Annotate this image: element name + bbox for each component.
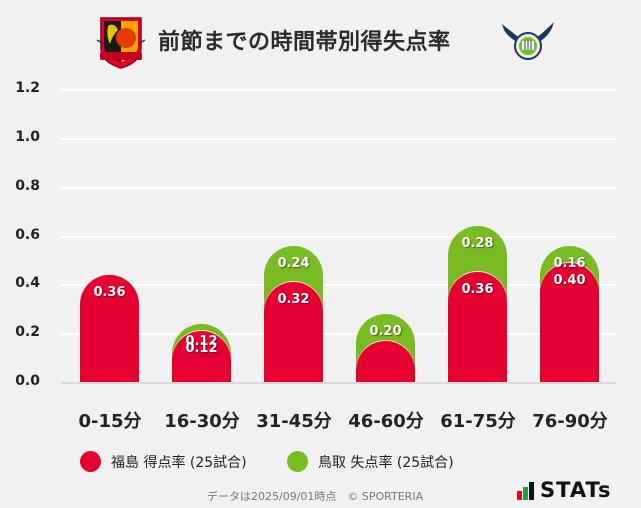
bar-segment-home [80, 274, 139, 382]
x-tick-label: 16-30分 [164, 411, 240, 432]
bar-value-label-away: 0.16 [553, 255, 586, 271]
chart-title: 前節までの時間帯別得失点率 [158, 30, 451, 55]
bar-value-label-home: 0.32 [277, 292, 310, 308]
legend-label-away: 鳥取 失点率 (25試合) [318, 454, 454, 471]
data-source-note: データは2025/09/01時点 © SPORTERIA [207, 490, 424, 503]
bar-group[interactable]: 0.28 0.36 [448, 226, 507, 382]
fukushima-united-crest-icon [96, 17, 146, 69]
legend-item-home[interactable]: 福島 得点率 (25試合) [80, 451, 247, 472]
y-tick-label: 0.2 [15, 324, 40, 340]
bar-value-label-away: 0.28 [461, 236, 494, 252]
bar-value-label-away: 0.12 [185, 333, 218, 349]
bar-group[interactable]: 0.24 0.32 [264, 245, 323, 382]
y-tick-label: 0.8 [15, 178, 40, 194]
y-tick-label: 1.0 [15, 129, 40, 145]
chart-plot-area: 1.2 1.0 0.8 0.6 0.4 0.2 0.0 0.36 0.12 0.12… [15, 80, 616, 389]
y-tick-label: 0.6 [15, 227, 40, 243]
bar-group[interactable]: 0.16 0.40 [540, 245, 599, 382]
bar-group[interactable]: 0.12 0.12 [172, 323, 231, 382]
gridline [61, 333, 616, 335]
x-tick-label: 0-15分 [78, 411, 142, 432]
y-tick-label: 1.2 [15, 80, 40, 96]
bar-segment-home [264, 282, 323, 382]
y-tick-label: 0.0 [15, 373, 40, 389]
x-tick-label: 76-90分 [532, 411, 608, 432]
gridline [61, 187, 616, 189]
bar-group[interactable]: 0.20 [356, 313, 415, 382]
bar-group[interactable]: 0.36 [80, 274, 139, 382]
y-tick-label: 0.4 [15, 275, 40, 291]
x-tick-label: 31-45分 [256, 411, 332, 432]
x-tick-label: 46-60分 [348, 411, 424, 432]
bar-value-label-home: 0.12 [185, 340, 218, 356]
legend-dot-home-icon [80, 451, 101, 472]
gainare-tottori-crest-icon [502, 22, 554, 60]
bar-segment-home [172, 330, 231, 382]
bar-segment-home [448, 272, 507, 382]
gridline [61, 138, 616, 140]
bar-value-label-home: 0.36 [93, 284, 126, 300]
chart-header: 前節までの時間帯別得失点率 [0, 0, 641, 78]
legend-label-home: 福島 得点率 (25試合) [111, 454, 247, 471]
stats-brand-logo: STATs [517, 478, 612, 502]
legend-item-away[interactable]: 鳥取 失点率 (25試合) [287, 451, 454, 472]
bar-value-label-home: 0.36 [461, 282, 494, 298]
bar-value-label-home: 0.40 [553, 272, 586, 288]
stats-bars-icon [517, 482, 535, 500]
x-axis-baseline [61, 382, 616, 384]
bar-value-label-away: 0.24 [277, 255, 310, 271]
gridline [61, 89, 616, 91]
bar-segment-home [540, 262, 599, 382]
legend-dot-away-icon [287, 451, 308, 472]
stats-brand-text: STATs [540, 478, 612, 502]
x-tick-label: 61-75分 [440, 411, 516, 432]
gridline [61, 236, 616, 238]
bar-value-label-away: 0.20 [369, 323, 402, 339]
gridline [61, 284, 616, 286]
